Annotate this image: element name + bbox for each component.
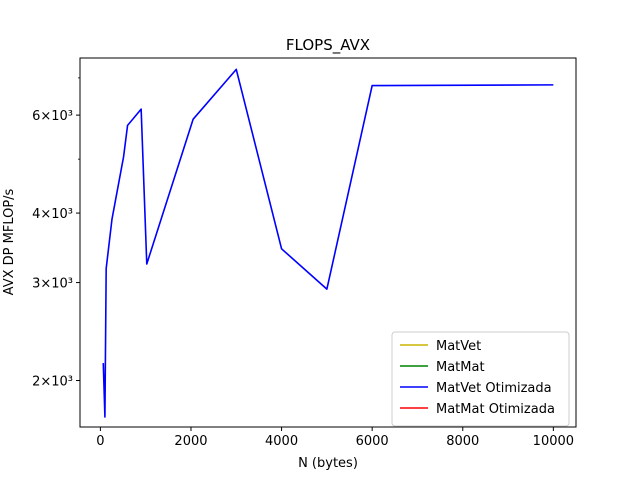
legend-label: MatVet: [436, 339, 481, 354]
legend-label: MatMat Otimizada: [436, 402, 555, 417]
x-tick-label: 10000: [533, 434, 574, 449]
x-tick-label: 2000: [174, 434, 207, 449]
legend-box: [391, 331, 570, 427]
y-tick-label: 2×10³: [32, 375, 73, 390]
x-axis: 0 2000 4000 6000 8000 10000: [96, 427, 574, 449]
y-tick-label: 3×10³: [32, 277, 73, 292]
x-axis-label: N (bytes): [298, 456, 358, 471]
x-tick-label: 6000: [356, 434, 389, 449]
plot-frame: [79, 57, 577, 428]
x-tick-label: 4000: [265, 434, 298, 449]
y-tick-label: 4×10³: [32, 207, 73, 222]
legend-label: MatMat: [436, 360, 485, 375]
legend: MatVet MatMat MatVet Otimizada MatMat Otimi…: [391, 331, 570, 427]
legend-label: MatVet Otimizada: [436, 381, 552, 396]
x-tick-label: 0: [96, 434, 104, 449]
x-tick-label: 8000: [446, 434, 479, 449]
series-line: [102, 68, 554, 418]
chart-title: FLOPS_AVX: [286, 36, 370, 55]
y-axis-label: AVX DP MFLOP/s: [2, 188, 17, 295]
series-layer: [102, 68, 554, 418]
y-tick-label: 6×10³: [32, 109, 73, 124]
y-axis: 2×10³ 3×10³ 4×10³ 6×10³: [32, 77, 80, 390]
